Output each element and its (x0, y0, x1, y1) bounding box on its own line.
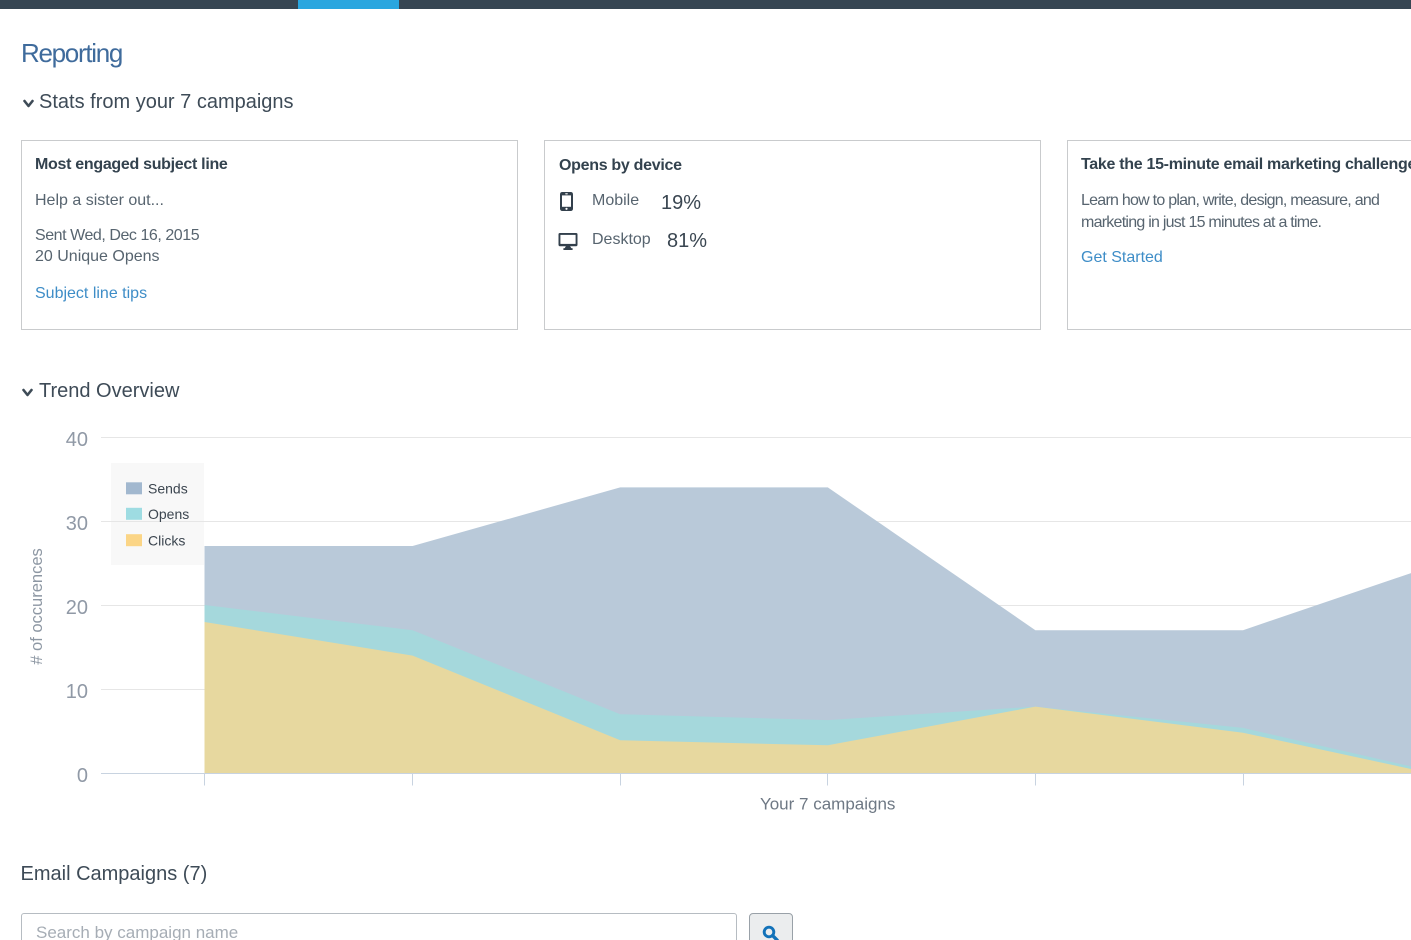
svg-text:0: 0 (77, 765, 88, 787)
svg-text:10: 10 (66, 681, 88, 703)
svg-text:Opens: Opens (148, 506, 189, 522)
svg-text:30: 30 (66, 513, 88, 535)
svg-text:Your 7 campaigns: Your 7 campaigns (760, 795, 895, 814)
svg-text:# of occurences: # of occurences (28, 548, 46, 664)
svg-text:Clicks: Clicks (148, 533, 185, 549)
svg-text:20: 20 (66, 597, 88, 619)
svg-text:40: 40 (66, 429, 88, 451)
svg-text:Sends: Sends (148, 481, 188, 497)
